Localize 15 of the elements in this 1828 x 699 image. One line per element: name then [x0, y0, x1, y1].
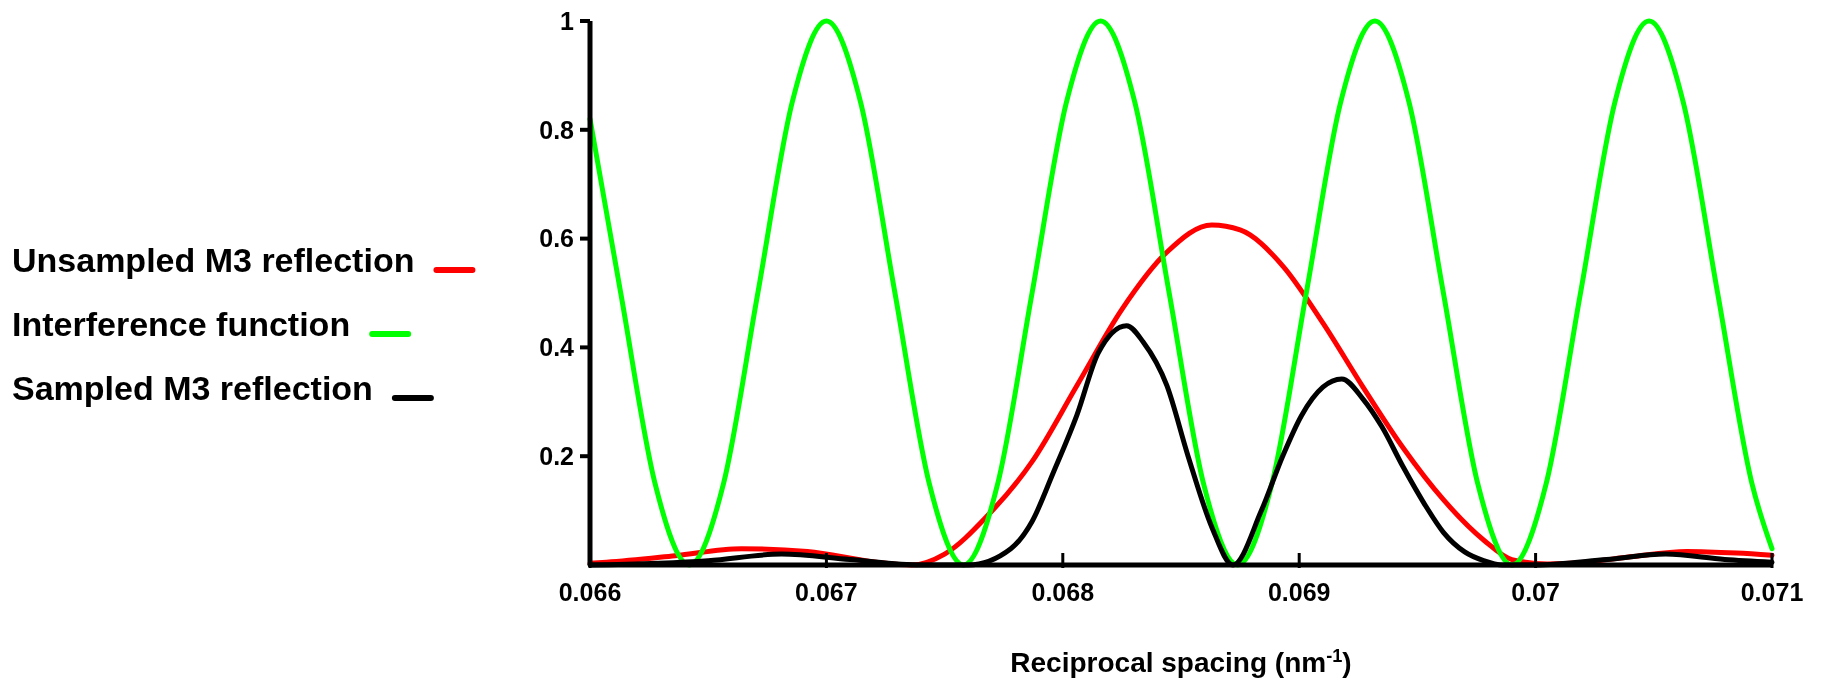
legend-label: Sampled M3 reflection: [12, 368, 373, 407]
x-tick-label: 0.067: [795, 578, 858, 606]
y-tick-label: 0.8: [539, 115, 575, 144]
y-tick-label: 0.6: [539, 224, 574, 253]
x-tick-label: 0.071: [1740, 578, 1804, 606]
legend-label: Interference function: [12, 304, 351, 343]
x-tick-label: 0.07: [1511, 578, 1560, 606]
x-axis-title: Reciprocal spacing (nm$^{-1}$): [1010, 646, 1352, 678]
y-tick-label: 1: [560, 6, 575, 35]
legend-label: Unsampled M3 reflection: [12, 240, 415, 279]
x-tick-label: 0.066: [558, 578, 622, 606]
x-tick-label: 0.068: [1031, 578, 1095, 606]
y-tick-label: 0.4: [539, 333, 575, 362]
x-tick-label: 0.069: [1267, 578, 1331, 606]
y-tick-label: 0.2: [539, 441, 574, 470]
